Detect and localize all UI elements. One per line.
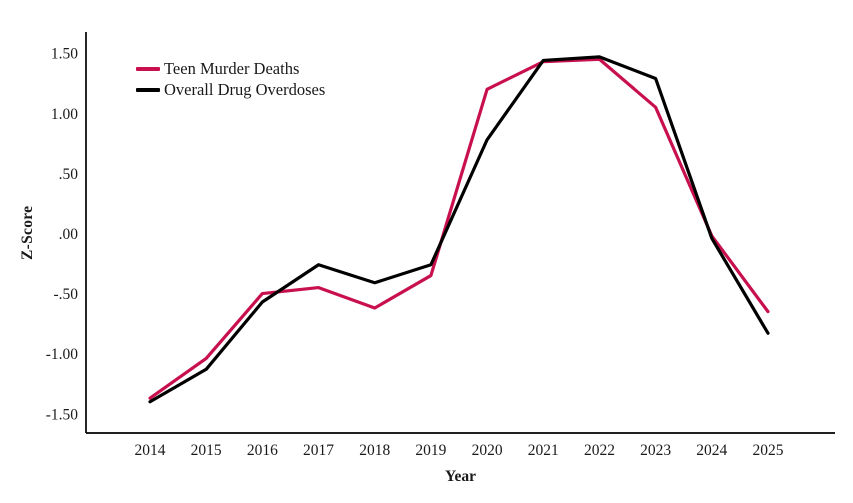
x-tick-label: 2018 [359, 442, 390, 459]
x-tick-label: 2023 [640, 442, 671, 459]
y-tick-label: -.50 [53, 286, 78, 303]
x-tick-label: 2019 [415, 442, 446, 459]
legend-item-teen-murder-deaths: Teen Murder Deaths [136, 58, 325, 79]
x-tick-label: 2017 [303, 442, 334, 459]
y-axis-title: Z-Score [19, 205, 36, 260]
series-line-overall-drug-overdoses [148, 55, 770, 404]
series-line-teen-murder-deaths [148, 57, 770, 400]
x-axis-title: Year [445, 468, 476, 485]
y-tick-label: .00 [59, 226, 79, 243]
x-tick-label: 2015 [191, 442, 222, 459]
legend-label-overall-drug-overdoses: Overall Drug Overdoses [164, 79, 326, 99]
legend-line-swatch-red [136, 66, 160, 71]
y-tick-label: 1.00 [51, 106, 78, 123]
y-tick-label: 1.50 [51, 46, 78, 63]
x-tick-label: 2020 [472, 442, 503, 459]
legend: Teen Murder Deaths Overall Drug Overdose… [136, 58, 325, 100]
y-tick-label: .50 [59, 166, 79, 183]
x-tick-label: 2024 [696, 442, 727, 459]
x-tick-label: 2025 [752, 442, 783, 459]
y-tick-label: -1.50 [46, 406, 79, 423]
legend-line-swatch-black [136, 87, 160, 92]
legend-label-teen-murder-deaths: Teen Murder Deaths [164, 58, 300, 78]
x-tick-label: 2014 [135, 442, 166, 459]
x-tick-label: 2016 [247, 442, 278, 459]
y-tick-label: -1.00 [46, 346, 79, 363]
legend-item-overall-drug-overdoses: Overall Drug Overdoses [136, 79, 325, 100]
x-tick-label: 2022 [584, 442, 615, 459]
x-tick-label: 2021 [528, 442, 559, 459]
